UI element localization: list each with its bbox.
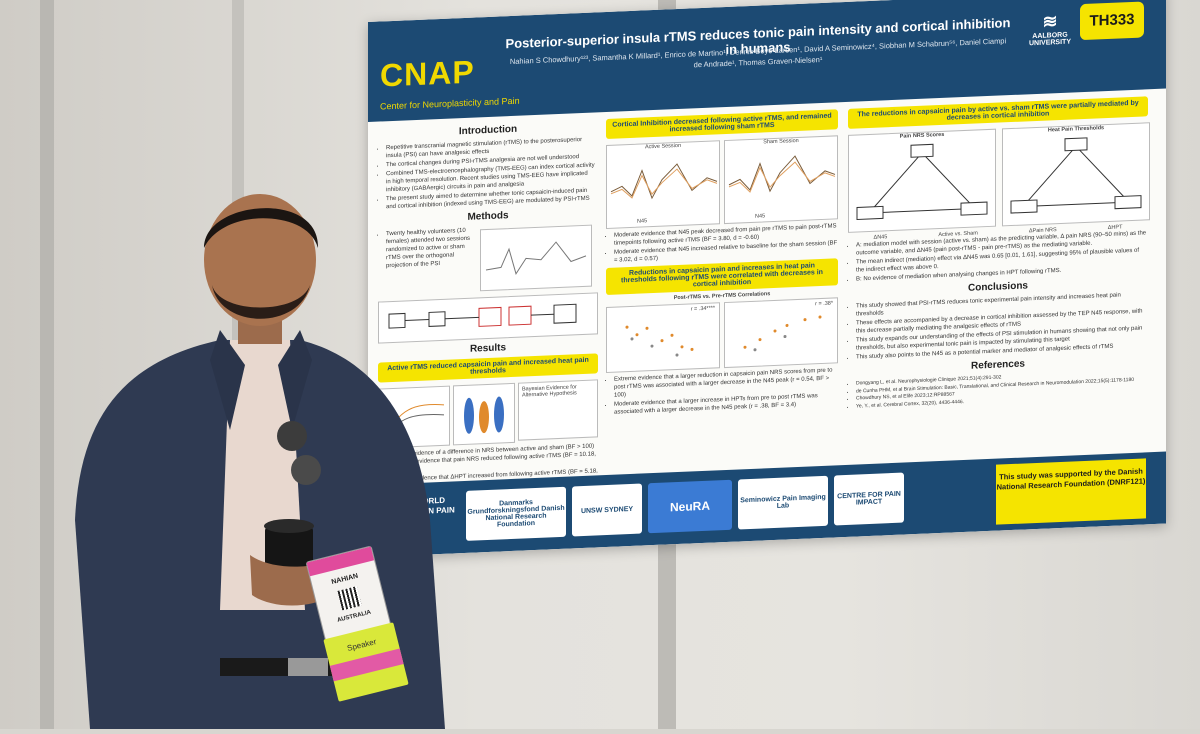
conclusions-list: This study showed that PSI-rTMS reduces … <box>848 290 1148 362</box>
session-timeline <box>378 292 598 344</box>
n45-label-active: N45 <box>637 218 648 225</box>
n45-label-sham: N45 <box>755 213 766 220</box>
neura-logo: NeuRA <box>648 479 732 534</box>
correlation-plot-d: r = .38* <box>724 297 838 369</box>
funding-acknowledgement: This study was supported by the Danish N… <box>996 458 1146 525</box>
sham-session-plot: Sham Session N45 <box>724 135 838 225</box>
correlation-plot-c: r = .34**** <box>606 302 720 374</box>
poster-id-badge: TH333 <box>1080 1 1144 41</box>
dnrf-logo: Danmarks Grundforskningsfond Danish Nati… <box>466 486 566 541</box>
speaker-ribbon-pink <box>329 648 404 682</box>
cpi-logo: CENTRE FOR PAIN IMPACT <box>834 472 904 526</box>
corr-d-value: r = .38* <box>815 300 833 308</box>
middle-column: Cortical Inhibition decreased following … <box>606 106 838 418</box>
methods-figure <box>480 224 592 292</box>
seminowicz-logo: Seminowicz Pain Imaging Lab <box>738 475 828 530</box>
mediation-model-a: Pain NRS Scores <box>848 128 996 233</box>
cnap-subtitle: Center for Neuroplasticity and Pain <box>380 95 520 112</box>
aalborg-name: AALBORG UNIVERSITY <box>1028 31 1071 48</box>
wall-panel-divider-left <box>40 0 54 729</box>
aalborg-wave-icon: ≋ <box>1042 11 1058 32</box>
left-column: Introduction Repetitive transcranial mag… <box>378 116 598 493</box>
cnap-logo: CNAP <box>380 53 475 94</box>
research-poster: CNAP Center for Neuroplasticity and Pain… <box>368 0 1166 557</box>
right-column: The reductions in capsaicin pain by acti… <box>848 93 1150 411</box>
mediation-model-b: Heat Pain Thresholds <box>1002 122 1150 227</box>
speaker-label: Speaker <box>346 637 378 653</box>
corr-c-value: r = .34**** <box>690 305 715 313</box>
mid-list-2: Extreme evidence that a larger reduction… <box>606 366 838 417</box>
active-session-plot: Active Session N45 <box>606 140 720 230</box>
unsw-logo: UNSW SYDNEY <box>572 483 642 537</box>
bayes-box: Bayesian Evidence for Alternative Hypoth… <box>518 379 598 441</box>
hpt-figure <box>453 382 515 446</box>
aalborg-logo: ≋ AALBORG UNIVERSITY <box>1020 10 1080 48</box>
badge-country: AUSTRALIA <box>336 609 372 624</box>
